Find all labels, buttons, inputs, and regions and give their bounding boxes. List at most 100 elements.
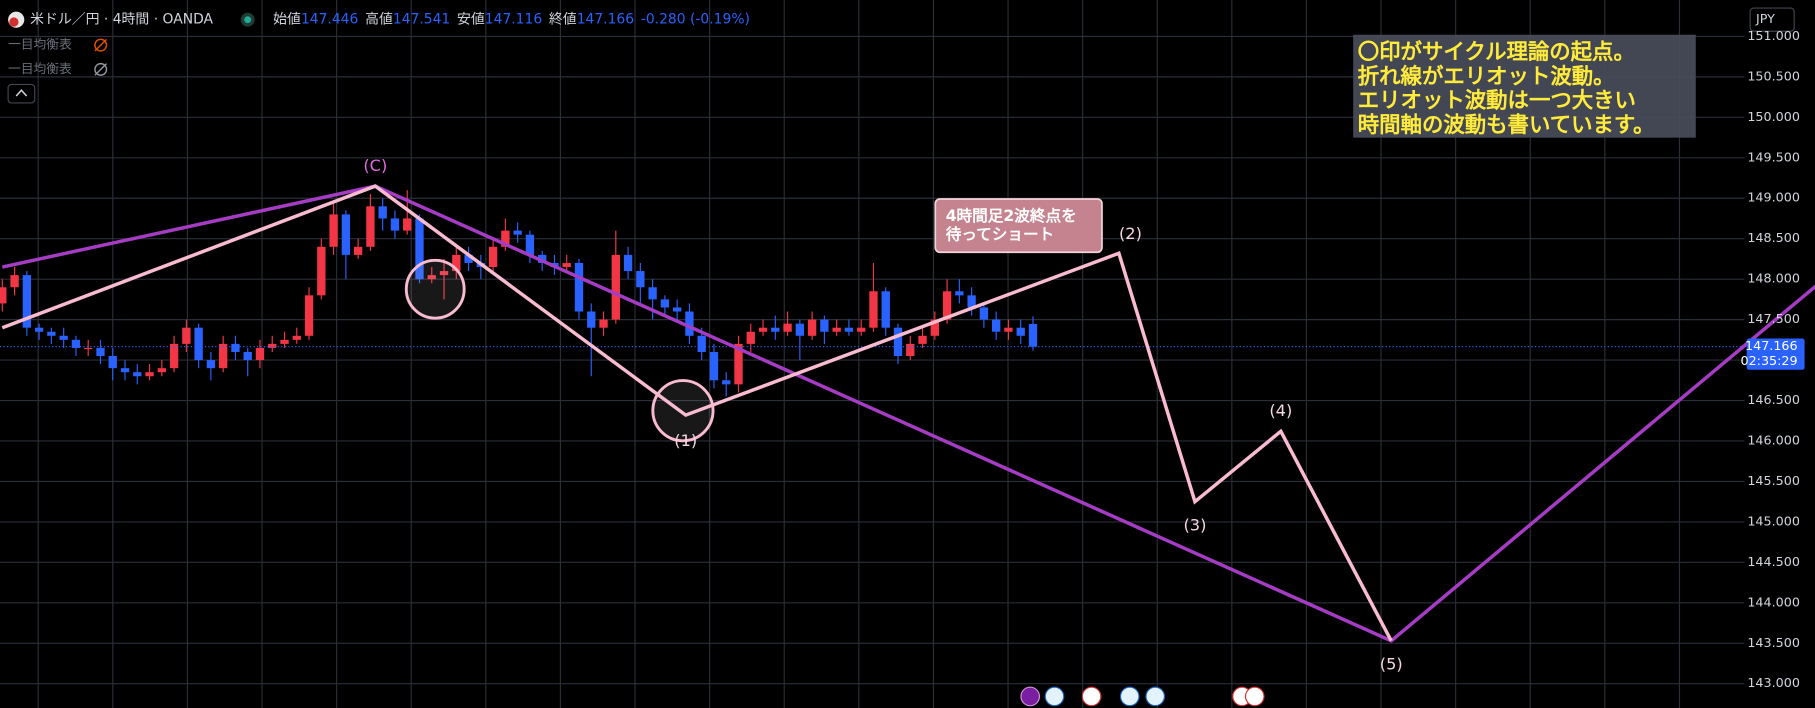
- event-icon[interactable]: [1145, 686, 1166, 707]
- candle-body: [1028, 323, 1038, 347]
- ohlc-value: 147.166: [577, 12, 634, 28]
- candle-body: [34, 327, 44, 332]
- candle-body: [366, 206, 375, 247]
- event-icon[interactable]: [1244, 686, 1265, 707]
- candle-body: [71, 339, 81, 348]
- candle-body: [415, 218, 424, 280]
- collapse-icon: [15, 89, 28, 97]
- candle-body: [758, 327, 768, 332]
- candle-body: [84, 347, 93, 350]
- candle-body: [255, 347, 265, 361]
- candle-body: [169, 343, 179, 369]
- note-text: 〇印がサイクル理論の起点。: [1358, 39, 1635, 65]
- candle-body: [967, 295, 976, 308]
- y-tick-label: 150.500: [1747, 68, 1800, 83]
- callout-box: [934, 198, 1103, 254]
- wave-line: [1, 184, 1815, 643]
- candle-body: [795, 323, 805, 336]
- candle-body: [96, 347, 105, 357]
- wave-label: (1): [674, 431, 697, 450]
- note-text: 時間軸の波動も書いています。: [1358, 112, 1655, 138]
- wave-lines: (C) (1) (2) (3) (4) (5): [1, 156, 1815, 674]
- candle-body: [906, 343, 915, 357]
- symbol[interactable]: 米ドル／円 · 4時間 · OANDA: [30, 12, 213, 28]
- hide-icon: [94, 38, 107, 52]
- candle-body: [157, 368, 166, 373]
- event-icon[interactable]: [1044, 686, 1065, 707]
- candle-body: [979, 307, 989, 320]
- wave-label: (C): [363, 156, 387, 175]
- wave-label: (4): [1269, 401, 1292, 420]
- candle-body: [427, 275, 436, 280]
- candle-body: [587, 311, 596, 328]
- indicator[interactable]: 一目均衡表: [8, 37, 72, 52]
- candle-body: [219, 343, 228, 369]
- note-text: エリオット波動は一つ大きい: [1358, 89, 1636, 114]
- callout-text: 待ってショート: [946, 224, 1055, 243]
- candle-body: [292, 335, 301, 340]
- ohlc-label: 高値: [365, 11, 393, 28]
- candle-body: [206, 360, 216, 369]
- candle-body: [378, 206, 387, 219]
- y-tick-label: 150.000: [1747, 109, 1800, 124]
- candle-body: [133, 372, 142, 377]
- event-icon[interactable]: [1081, 686, 1102, 707]
- candle-body: [464, 254, 473, 263]
- candle-body: [918, 335, 927, 344]
- currency[interactable]: JPY: [1755, 11, 1775, 26]
- grid: [0, 0, 1745, 708]
- event-icon[interactable]: [1119, 686, 1140, 707]
- candle-body: [525, 234, 535, 255]
- wave-label: (3): [1183, 515, 1206, 534]
- ohlc-label: 終値: [549, 12, 577, 28]
- ohlc-label: 安値: [457, 12, 485, 28]
- y-tick-label: 149.000: [1747, 190, 1800, 205]
- y-tick-label: 145.500: [1747, 473, 1800, 488]
- candle-body: [857, 327, 866, 332]
- y-tick-label: 143.000: [1747, 675, 1800, 690]
- ohlc-value: 147.446: [301, 12, 358, 28]
- candle-body: [709, 351, 719, 381]
- candle-body: [734, 343, 743, 385]
- currency-button[interactable]: [1749, 7, 1795, 32]
- candle-body: [452, 254, 461, 272]
- candle-body: [869, 291, 878, 328]
- y-tick-label: 147.500: [1747, 311, 1800, 326]
- candle-body: [636, 271, 645, 288]
- hide-icon[interactable]: [94, 38, 108, 52]
- hide-icon: [94, 63, 107, 76]
- candle-body: [501, 230, 510, 247]
- candle-body: [881, 291, 890, 328]
- candle-body: [672, 307, 682, 312]
- collapse-button[interactable]: [7, 83, 36, 104]
- candle-body: [685, 311, 694, 336]
- wave-label: (5): [1380, 655, 1403, 674]
- ohlc: 始値147.446 高値147.541 安値147.116 終値147.166 …: [273, 11, 750, 28]
- wave-label: (2): [1119, 224, 1142, 243]
- candle-body: [0, 287, 7, 304]
- hide-icon[interactable]: [94, 62, 108, 76]
- candle-body: [942, 291, 952, 320]
- candle-body: [771, 327, 780, 332]
- y-tick-label: 145.000: [1747, 513, 1800, 528]
- event-icon[interactable]: [1020, 686, 1041, 707]
- note-text: 折れ線がエリオット波動。: [1358, 63, 1615, 89]
- indicator[interactable]: 一目均衡表: [8, 61, 72, 76]
- candle-body: [329, 214, 338, 247]
- candle-body: [611, 254, 620, 320]
- candle-body: [991, 319, 1001, 332]
- candle-body: [783, 323, 792, 332]
- candle-body: [746, 331, 755, 344]
- candle-body: [341, 214, 351, 255]
- candle-body: [488, 246, 498, 268]
- candle-body: [108, 356, 117, 369]
- candle-body: [623, 254, 633, 272]
- callout-text: 4時間足2波終点を: [946, 206, 1077, 225]
- candle-body: [832, 327, 841, 332]
- candle-body: [439, 271, 449, 276]
- y-tick-label: 151.000: [1747, 28, 1800, 43]
- cycle-circle: [651, 379, 715, 443]
- candle-body: [697, 335, 706, 352]
